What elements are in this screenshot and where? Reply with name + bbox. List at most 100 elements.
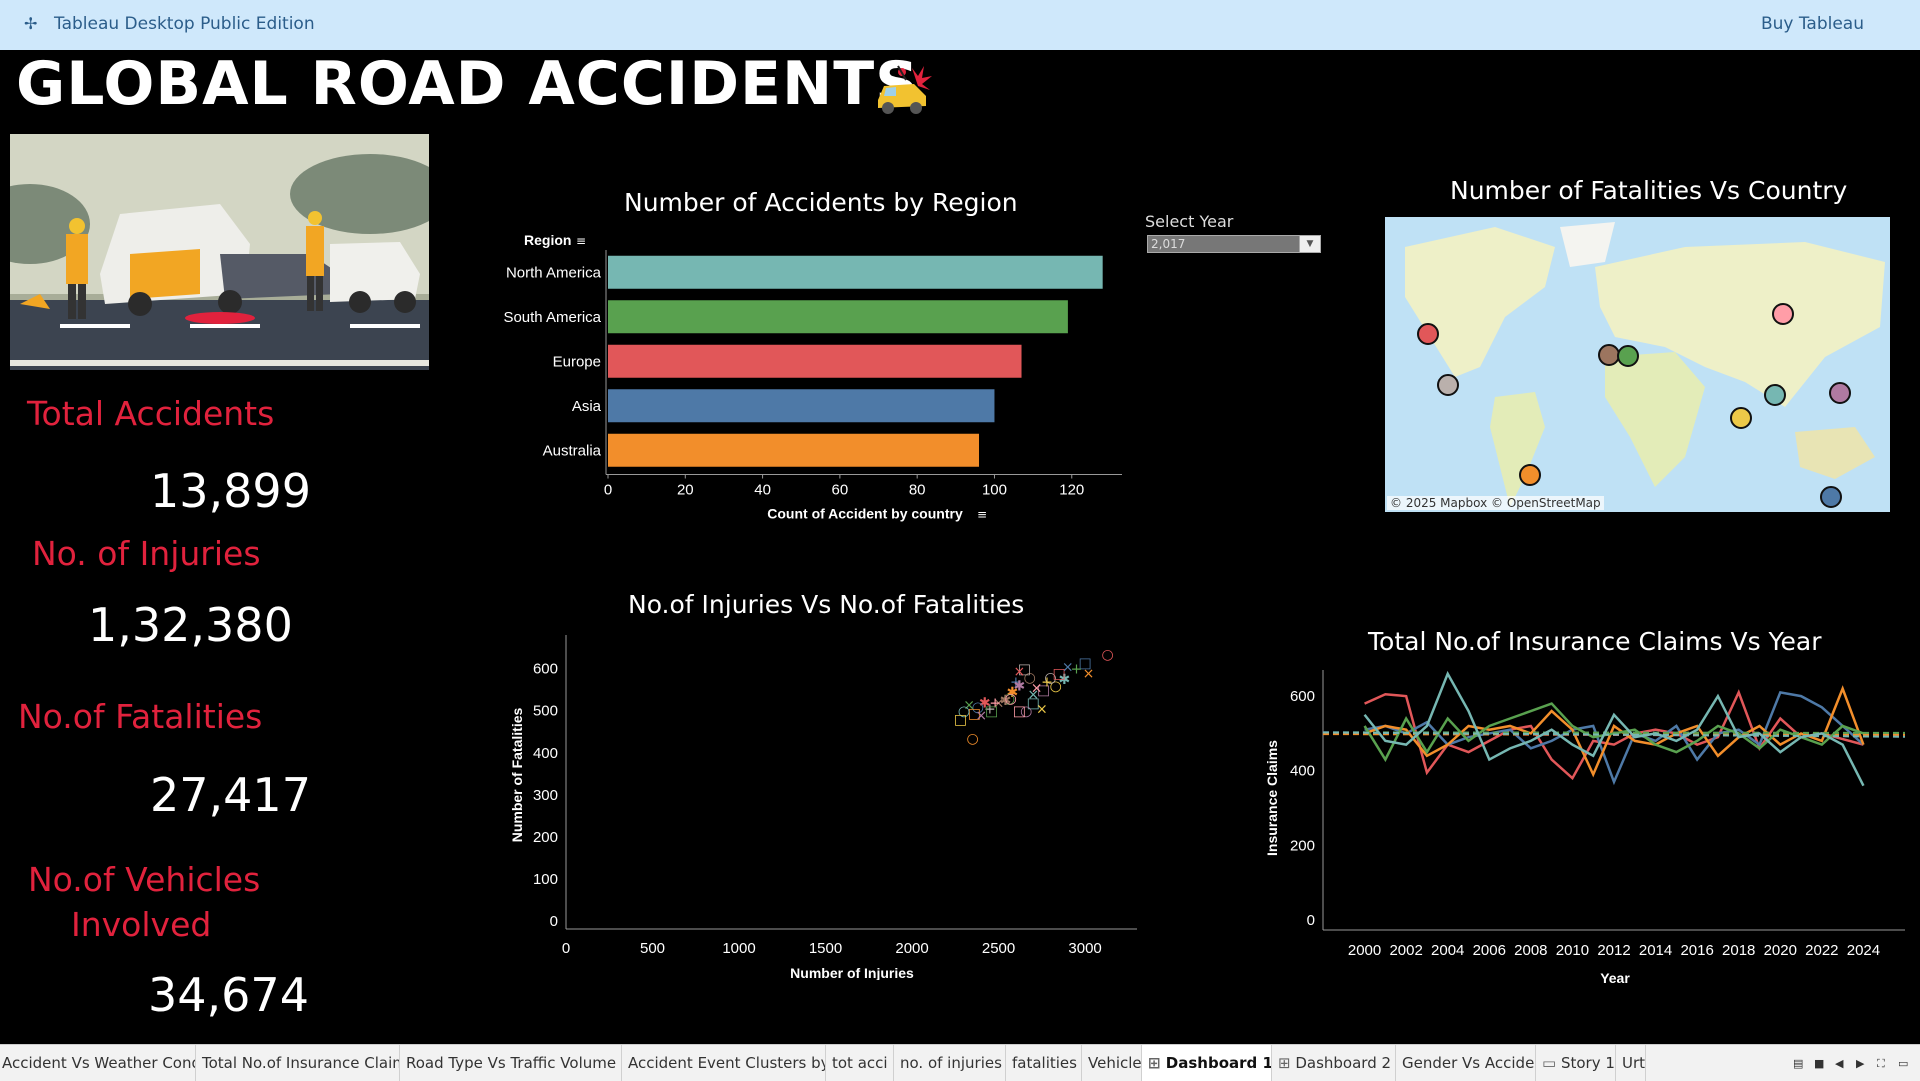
bar-x-tick-label: 20 [677,482,694,499]
line-x-tick-label: 2014 [1639,942,1672,959]
scatter-x-tick-label: 2500 [982,940,1015,957]
list-view-icon[interactable]: ■ [1814,1057,1828,1069]
scatter-x-tick-label: 3000 [1068,940,1101,957]
fullscreen-icon[interactable]: ⛶ [1877,1057,1891,1069]
sheet-tab[interactable]: Road Type Vs Traffic Volume [400,1045,622,1081]
bar-x-tick-label: 100 [982,482,1007,499]
sheet-tab-label: Vehicle [1088,1054,1142,1072]
scatter-point: × [1036,702,1048,718]
line-x-tick-label: 2024 [1847,942,1880,959]
kpi-vehicles-value: 34,674 [148,968,309,1022]
scatter-y-tick-label: 400 [533,745,558,762]
bar-europe [608,345,1022,378]
sheet-tab-label: Dashboard 1 [1166,1054,1272,1072]
scatter-point: ○ [1005,691,1017,707]
sheet-tab[interactable]: ⊞ Dashboard 1 [1142,1045,1272,1081]
bar-chart-title: Number of Accidents by Region [624,188,1018,217]
app-toolbar: ✢ Tableau Desktop Public Edition Buy Tab… [0,0,1920,50]
present-icon[interactable]: ▭ [1898,1057,1912,1069]
kpi-total-accidents-value: 13,899 [150,464,311,518]
scatter-y-tick-label: 100 [533,871,558,888]
scatter-point: + [1041,674,1053,690]
sort-icon: ≡ [977,508,987,522]
scatter-y-tick-label: 200 [533,829,558,846]
sheet-tab-bar: Accident Vs Weather Cond... Total No.of I… [0,1044,1920,1081]
map-point[interactable] [1599,345,1619,365]
line-x-tick-label: 2006 [1473,942,1506,959]
sheet-tab[interactable]: ⊞ Dashboard 2 [1272,1045,1396,1081]
line-chart-title: Total No.of Insurance Claims Vs Year [1368,627,1821,656]
scatter-x-tick-label: 1000 [722,940,755,957]
line-y-tick-label: 200 [1290,837,1315,854]
line-x-tick-label: 2008 [1514,942,1547,959]
dashboard-title: GLOBAL ROAD ACCIDENTS [16,54,919,114]
grid-view-icon[interactable]: ▤ [1793,1057,1807,1069]
tableau-logo-icon: ✢ [24,14,46,36]
chevron-down-icon[interactable]: ▼ [1299,236,1320,252]
kpi-fatalities-value: 27,417 [150,768,311,822]
app-title: Tableau Desktop Public Edition [54,14,315,34]
sheet-tab[interactable]: ▭ Story 1 [1536,1045,1616,1081]
line-y-tick-label: 0 [1307,912,1315,929]
scatter-chart-title: No.of Injuries Vs No.of Fatalities [628,590,1024,619]
kpi-fatalities-label: No.of Fatalities [18,697,262,736]
line-y-axis-title: Insurance Claims [1264,740,1280,856]
line-y-tick-label: 600 [1290,688,1315,705]
line-x-tick-label: 2002 [1389,942,1422,959]
line-x-tick-label: 2010 [1556,942,1589,959]
sheet-tab[interactable]: Urt [1616,1045,1646,1081]
dashboard-icon: ⊞ [1278,1054,1295,1072]
buy-tableau-link[interactable]: Buy Tableau [1761,14,1864,34]
map-point[interactable] [1438,375,1458,395]
sheet-tab-label: Total No.of Insurance Claims Vs ... [202,1054,400,1072]
scatter-x-tick-label: 0 [562,940,570,957]
map-title: Number of Fatalities Vs Country [1450,176,1847,205]
map-point[interactable] [1618,346,1638,366]
sheet-tab[interactable]: fatalities [1006,1045,1082,1081]
sheet-tab[interactable]: Total No.of Insurance Claims Vs ... [196,1045,400,1081]
bar-x-axis-title: Count of Accident by country [767,506,963,522]
scatter-point: × [1062,660,1074,676]
map-point[interactable] [1830,383,1850,403]
prev-tab-icon[interactable]: ◀ [1835,1057,1849,1069]
sheet-tab[interactable]: Vehicle [1082,1045,1142,1081]
car-crash-icon [872,62,934,120]
line-x-tick-label: 2000 [1348,942,1381,959]
scatter-y-axis-title: Number of Fatalities [509,708,525,843]
map-point[interactable] [1418,324,1438,344]
sheet-tab-label: Accident Event Clusters by Vehi... [628,1054,826,1072]
bar-australia [608,434,979,467]
scatter-y-tick-label: 600 [533,661,558,678]
year-filter-dropdown[interactable]: 2,017 ▼ [1147,235,1321,253]
sheet-tab[interactable]: Accident Event Clusters by Vehi... [622,1045,826,1081]
line-series-1 [1365,692,1864,782]
fatalities-country-map[interactable]: © 2025 Mapbox © OpenStreetMap [1385,217,1890,512]
map-point[interactable] [1821,487,1841,507]
map-attribution: © 2025 Mapbox © OpenStreetMap [1387,496,1604,510]
map-point[interactable] [1520,465,1540,485]
next-tab-icon[interactable]: ▶ [1856,1057,1870,1069]
map-point[interactable] [1731,408,1751,428]
sheet-tab[interactable]: Accident Vs Weather Cond... [0,1045,196,1081]
sheet-tab[interactable]: tot acci [826,1045,894,1081]
sheet-tab-label: no. of injuries [900,1054,1002,1072]
map-point[interactable] [1773,304,1793,324]
line-y-tick-label: 400 [1290,763,1315,780]
scatter-y-tick-label: 300 [533,787,558,804]
map-point[interactable] [1765,385,1785,405]
sheet-tab[interactable]: Gender Vs Accidents [1396,1045,1536,1081]
scatter-point: □ [985,704,998,720]
scatter-x-tick-label: 1500 [809,940,842,957]
region-axis-label: Region [524,232,571,248]
line-series-3 [1365,704,1864,760]
bar-category-label: Australia [543,442,602,459]
line-x-tick-label: 2020 [1764,942,1797,959]
bar-x-tick-label: 80 [909,482,926,499]
kpi-total-accidents-label: Total Accidents [27,394,274,433]
scatter-y-tick-label: 500 [533,703,558,720]
bar-asia [608,389,994,422]
bar-x-tick-label: 120 [1059,482,1084,499]
sheet-tab[interactable]: no. of injuries [894,1045,1006,1081]
